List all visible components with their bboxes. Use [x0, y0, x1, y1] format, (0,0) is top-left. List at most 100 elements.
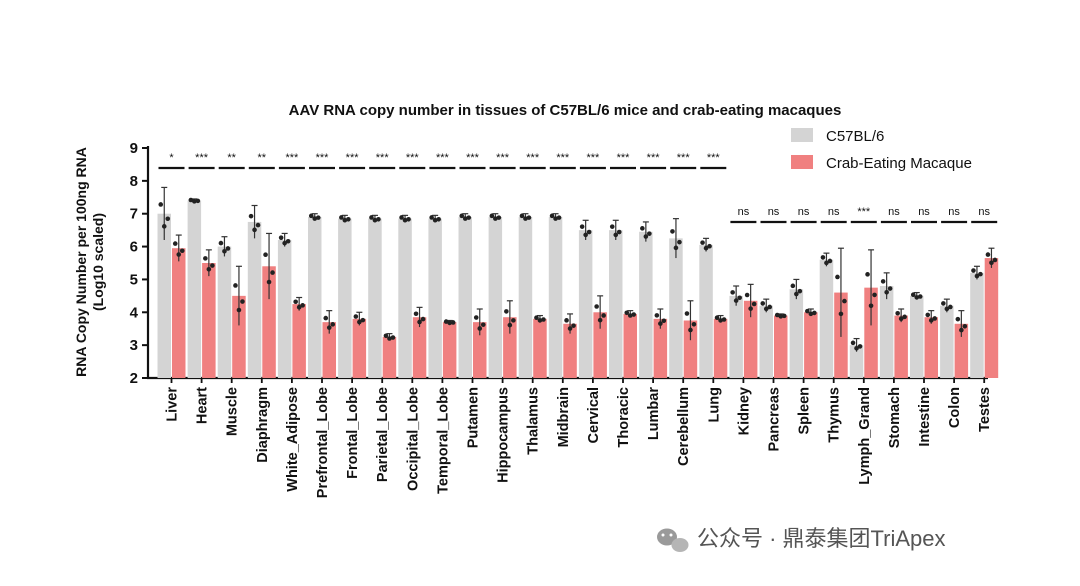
- watermark-text: 公众号 · 鼎泰集团TriApex: [697, 526, 946, 551]
- data-point: [496, 215, 502, 220]
- data-point: [797, 288, 803, 294]
- data-point: [206, 267, 212, 272]
- significance-label: ***: [707, 152, 721, 164]
- bar-c57bl6: [849, 345, 864, 378]
- x-tick-label: Colon: [947, 387, 963, 428]
- data-point: [613, 232, 619, 238]
- data-point: [850, 340, 856, 346]
- x-tick-label: Kidney: [736, 387, 752, 435]
- bar-c57bl6: [428, 218, 442, 378]
- bar-c57bl6: [578, 230, 593, 378]
- data-point: [161, 224, 167, 229]
- data-point: [372, 217, 378, 223]
- legend-swatch-macaque: [791, 155, 813, 169]
- data-point: [854, 345, 859, 351]
- data-point: [898, 316, 904, 322]
- significance-label: ***: [195, 152, 209, 164]
- data-point: [902, 314, 907, 320]
- y-axis-label: RNA Copy Number per 100ng RNA (Log10 sca…: [73, 147, 106, 377]
- data-point: [489, 213, 495, 219]
- data-point: [985, 252, 991, 257]
- significance-label: ns: [888, 206, 900, 218]
- data-point: [270, 270, 275, 275]
- data-point: [895, 310, 900, 316]
- data-point: [315, 215, 321, 220]
- y-axis-label-line-1: RNA Copy Number per 100ng RNA: [73, 147, 89, 377]
- bar-macaque: [202, 263, 216, 378]
- x-tick-label: White_Adipose: [285, 387, 301, 492]
- x-tick-label: Lymph_Grand: [857, 387, 873, 485]
- significance-label: ns: [798, 206, 810, 218]
- data-point: [360, 317, 366, 323]
- x-tick-label: Cervical: [586, 387, 602, 443]
- bar-macaque: [412, 317, 427, 378]
- data-point: [887, 286, 893, 291]
- data-point: [627, 313, 633, 318]
- x-tick-label: Occipital_Lobe: [405, 387, 421, 491]
- bar-c57bl6: [879, 286, 894, 378]
- data-point: [266, 279, 272, 285]
- data-point: [383, 333, 389, 339]
- data-point: [827, 258, 833, 264]
- bar-c57bl6: [277, 240, 292, 378]
- data-point: [673, 245, 679, 251]
- significance-label: ***: [466, 152, 480, 164]
- data-point: [721, 317, 727, 322]
- data-point: [402, 217, 408, 223]
- significance-label: ns: [768, 206, 780, 218]
- data-point: [240, 299, 245, 304]
- data-point: [523, 216, 528, 221]
- data-point: [835, 274, 840, 280]
- x-tick-label: Muscle: [225, 387, 241, 436]
- data-point: [172, 241, 178, 246]
- data-point: [884, 290, 889, 295]
- wechat-icon: [657, 528, 689, 552]
- data-point: [165, 216, 171, 222]
- y-tick-label: 4: [130, 304, 139, 321]
- bar-macaque: [503, 317, 517, 378]
- bar-c57bl6: [398, 218, 412, 378]
- data-point: [794, 291, 799, 297]
- data-point: [323, 315, 329, 321]
- bar-macaque: [533, 318, 547, 378]
- data-point: [233, 283, 238, 288]
- significance-label: ***: [586, 152, 600, 164]
- data-point: [733, 298, 739, 303]
- bar-macaque: [322, 322, 336, 378]
- bar-macaque: [924, 317, 938, 378]
- bar-macaque: [172, 248, 186, 378]
- data-point: [282, 240, 287, 246]
- data-point: [925, 312, 931, 318]
- y-tick-label: 9: [130, 140, 138, 157]
- data-point: [158, 202, 164, 207]
- significance-label: ns: [948, 206, 960, 218]
- legend-label-macaque: Crab-Eating Macaque: [826, 155, 972, 172]
- data-point: [176, 252, 182, 257]
- data-point: [700, 240, 705, 245]
- data-point: [462, 216, 468, 221]
- data-point: [443, 319, 449, 324]
- data-point: [436, 216, 441, 222]
- data-point: [928, 318, 934, 323]
- data-point: [748, 306, 753, 311]
- data-point: [654, 313, 660, 318]
- data-point: [553, 216, 558, 221]
- data-point: [932, 316, 938, 321]
- bar-c57bl6: [247, 221, 262, 378]
- data-point: [808, 311, 814, 317]
- data-point: [480, 322, 486, 327]
- data-point: [564, 318, 569, 323]
- data-point: [684, 311, 690, 316]
- legend-swatch-c57bl6: [791, 128, 813, 142]
- data-point: [737, 295, 742, 301]
- data-point: [312, 216, 318, 221]
- data-point: [774, 312, 780, 318]
- data-point: [285, 238, 291, 244]
- bar-macaque: [683, 320, 698, 378]
- significance-label: **: [227, 152, 236, 164]
- data-point: [263, 252, 268, 258]
- data-point: [763, 306, 769, 312]
- x-tick-label: Putamen: [466, 387, 482, 448]
- legend: C57BL/6 Crab-Eating Macaque: [791, 128, 972, 172]
